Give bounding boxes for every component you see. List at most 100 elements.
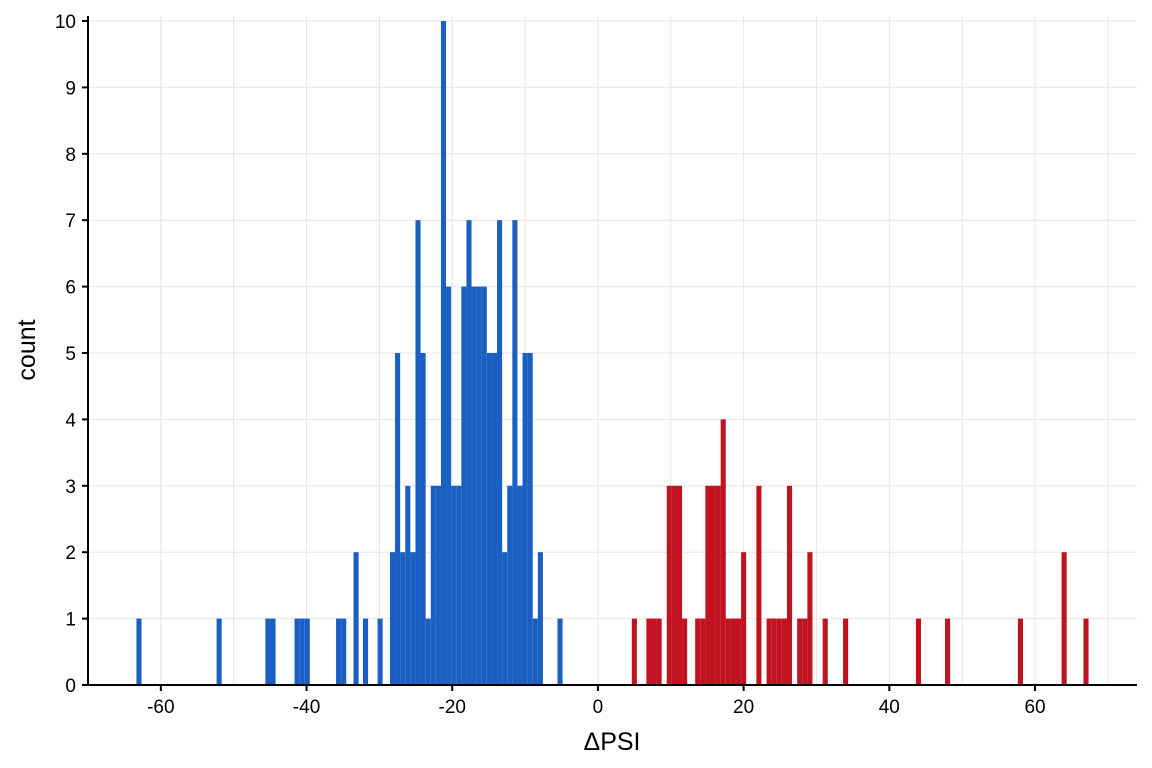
histogram-bar: [786, 485, 793, 685]
bars: [136, 21, 1089, 685]
y-tick-label: 0: [65, 676, 76, 697]
histogram-bar: [735, 618, 742, 685]
x-tick-label: -60: [147, 697, 174, 718]
histogram-bar: [299, 618, 305, 685]
histogram-bar: [420, 353, 426, 685]
histogram-bar: [405, 485, 411, 685]
histogram-bar: [486, 353, 492, 685]
histogram-bar: [715, 485, 721, 685]
histogram-bar: [415, 220, 421, 685]
histogram-bar: [915, 618, 922, 685]
histogram-bar: [389, 552, 396, 685]
histogram-bar: [730, 618, 736, 685]
histogram-bar: [797, 618, 803, 685]
histogram-bar: [395, 353, 401, 685]
histogram-bar: [341, 618, 347, 685]
histogram-bar: [491, 353, 498, 685]
histogram-bar: [446, 286, 452, 685]
histogram-bar: [695, 618, 701, 685]
histogram-bar: [512, 220, 518, 685]
histogram-bar: [756, 485, 762, 685]
y-tick-label: 8: [65, 145, 76, 166]
histogram-bar: [353, 552, 359, 685]
histogram-bar: [776, 618, 782, 685]
histogram-bar: [507, 485, 513, 685]
histogram-bar: [557, 618, 563, 685]
histogram-bar: [537, 552, 543, 685]
histogram-bar: [671, 485, 677, 685]
histogram-bar: [771, 618, 777, 685]
histogram-bar: [363, 618, 369, 685]
y-axis-title: count: [13, 319, 41, 380]
x-tick-label: 40: [879, 697, 900, 718]
histogram-bar: [656, 618, 662, 685]
ticks: -60 -40 -20 0 20 40 60 0 1 2 3 4 5 6 7 8 9 10: [55, 12, 1046, 718]
histogram-bar: [435, 485, 441, 685]
histogram-bar: [400, 552, 406, 685]
histogram-bar: [651, 618, 657, 685]
histogram-bar: [666, 485, 672, 685]
histogram-bar: [471, 286, 477, 685]
histogram-bar: [451, 485, 457, 685]
histogram-bar: [527, 353, 533, 685]
histogram-bar: [843, 618, 849, 685]
histogram-bar: [1061, 552, 1067, 685]
histogram-bar: [1017, 618, 1023, 685]
histogram-bar: [270, 618, 276, 685]
histogram-bar: [304, 618, 310, 685]
histogram-bar: [410, 552, 416, 685]
y-tick-label: 9: [65, 78, 76, 99]
histogram-bar: [945, 618, 951, 685]
x-tick-label: 60: [1024, 697, 1045, 718]
x-tick-label: -20: [439, 697, 466, 718]
x-tick-label: 0: [593, 697, 604, 718]
histogram-bar: [497, 220, 503, 685]
x-axis-title: ΔPSI: [584, 728, 641, 756]
y-tick-label: 4: [65, 410, 76, 431]
histogram-bar: [377, 618, 383, 685]
histogram-bar: [807, 552, 813, 685]
histogram-bar: [631, 618, 637, 685]
histogram-bar: [802, 618, 808, 685]
histogram-bar: [461, 286, 467, 685]
histogram-bar: [456, 485, 462, 685]
histogram-bar: [481, 286, 487, 685]
histogram-bar: [700, 618, 706, 685]
histogram-bar: [532, 618, 538, 685]
grid: [87, 16, 1137, 686]
histogram-bar: [710, 485, 716, 685]
y-tick-label: 6: [65, 278, 76, 299]
histogram-bar: [336, 618, 342, 685]
histogram-bar: [425, 618, 431, 685]
histogram-bar: [430, 485, 436, 685]
histogram-bar: [265, 618, 271, 685]
histogram-bar: [136, 618, 142, 685]
y-tick-label: 5: [65, 344, 76, 365]
histogram-bar: [502, 552, 508, 685]
histogram-bar: [766, 618, 772, 685]
x-tick-label: -40: [293, 697, 320, 718]
histogram-bar: [1083, 618, 1089, 685]
x-tick-label: 20: [733, 697, 754, 718]
y-tick-label: 3: [65, 477, 76, 498]
histogram-bar: [294, 618, 300, 685]
histogram-bar: [440, 21, 447, 685]
histogram-bar: [822, 618, 828, 685]
axes: [87, 16, 1137, 686]
histogram-bar: [720, 419, 726, 685]
y-tick-label: 2: [65, 543, 76, 564]
histogram-bar: [517, 485, 523, 685]
histogram-bar: [705, 485, 711, 685]
histogram-bar: [682, 618, 688, 685]
histogram-bar: [725, 618, 731, 685]
histogram-bar: [741, 552, 747, 685]
y-tick-label: 1: [65, 610, 76, 631]
histogram-bar: [781, 618, 787, 685]
histogram-bar: [676, 485, 683, 685]
histogram-bar: [476, 286, 482, 685]
histogram-bar: [216, 618, 222, 685]
y-tick-label: 10: [55, 12, 76, 33]
histogram-bar: [646, 618, 652, 685]
histogram-bar: [466, 220, 472, 685]
